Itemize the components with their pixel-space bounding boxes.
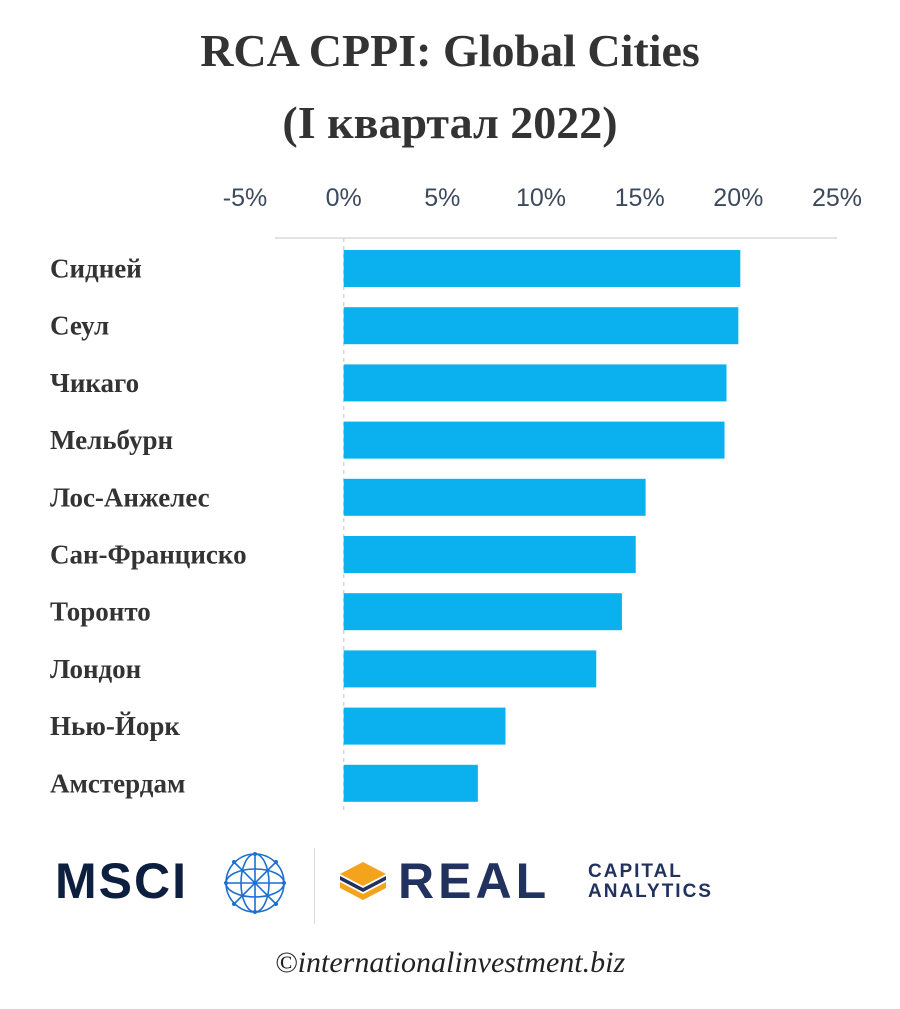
bar [343,650,597,688]
bar [343,707,506,745]
category-label: Мельбурн [50,425,173,455]
x-tick-label: -5% [223,184,267,212]
capital-word: CAPITAL [588,861,683,882]
bar [343,593,622,631]
copyright-text: ©internationalinvestment.biz [274,946,626,979]
x-axis-ticks: -5% 0% 5% 10% 15% 20% 25% [223,184,862,212]
bar [343,536,636,573]
category-label: Сеул [50,311,109,341]
bar [343,764,478,802]
chart-title-line1: RCA CPPI: Global Cities [200,25,700,76]
category-label: Амстердам [50,768,185,798]
analytics-word: ANALYTICS [588,880,713,902]
x-tick-label: 20% [713,184,763,212]
category-label: Сан-Франциско [50,540,247,570]
category-label: Лондон [50,654,141,684]
bar [343,421,725,459]
category-label: Сидней [50,254,142,284]
bar [343,364,727,402]
capital-analytics-text: CAPITAL ANALYTICS [588,862,713,902]
x-tick-label: 10% [516,184,566,212]
bar-chart: -5% 0% 5% 10% 15% 20% 25% Сидней Сеул Чикаго Мель… [50,184,862,814]
x-tick-label: 0% [326,184,362,212]
bars [343,250,741,802]
msci-logo-text: MSCI [55,853,188,909]
globe-icon [224,852,286,914]
x-tick-label: 25% [812,184,862,212]
category-label: Нью-Йорк [50,711,180,741]
layers-icon [340,862,386,900]
category-label: Чикаго [50,368,139,398]
category-labels: Сидней Сеул Чикаго Мельбурн Лос-Анжелес Сан-Ф… [50,254,247,799]
x-tick-label: 5% [424,184,460,212]
bar [343,250,741,287]
bar [343,307,739,345]
category-label: Лос-Анжелес [50,482,210,512]
real-logo-text: REAL [398,853,551,909]
x-tick-label: 15% [615,184,665,212]
x-axis [275,237,837,814]
logo-divider [314,848,315,924]
chart-title-line2: (I квартал 2022) [282,97,618,148]
category-label: Торонто [50,597,151,627]
bar [343,478,646,516]
